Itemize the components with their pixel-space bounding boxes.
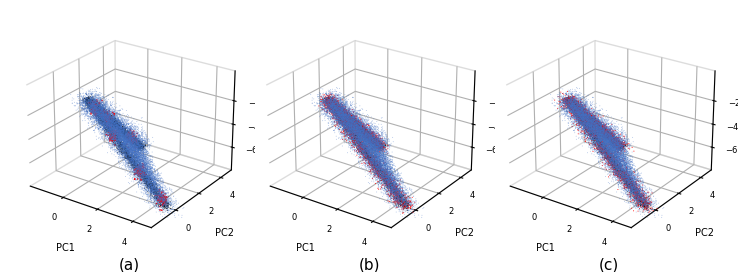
Y-axis label: PC2: PC2 — [215, 228, 235, 238]
Text: (b): (b) — [358, 258, 380, 272]
Text: (a): (a) — [119, 258, 139, 272]
X-axis label: PC1: PC1 — [56, 243, 75, 252]
X-axis label: PC1: PC1 — [296, 243, 315, 252]
Y-axis label: PC2: PC2 — [695, 228, 714, 238]
Y-axis label: PC2: PC2 — [455, 228, 475, 238]
Text: (c): (c) — [599, 258, 619, 272]
X-axis label: PC1: PC1 — [537, 243, 555, 252]
